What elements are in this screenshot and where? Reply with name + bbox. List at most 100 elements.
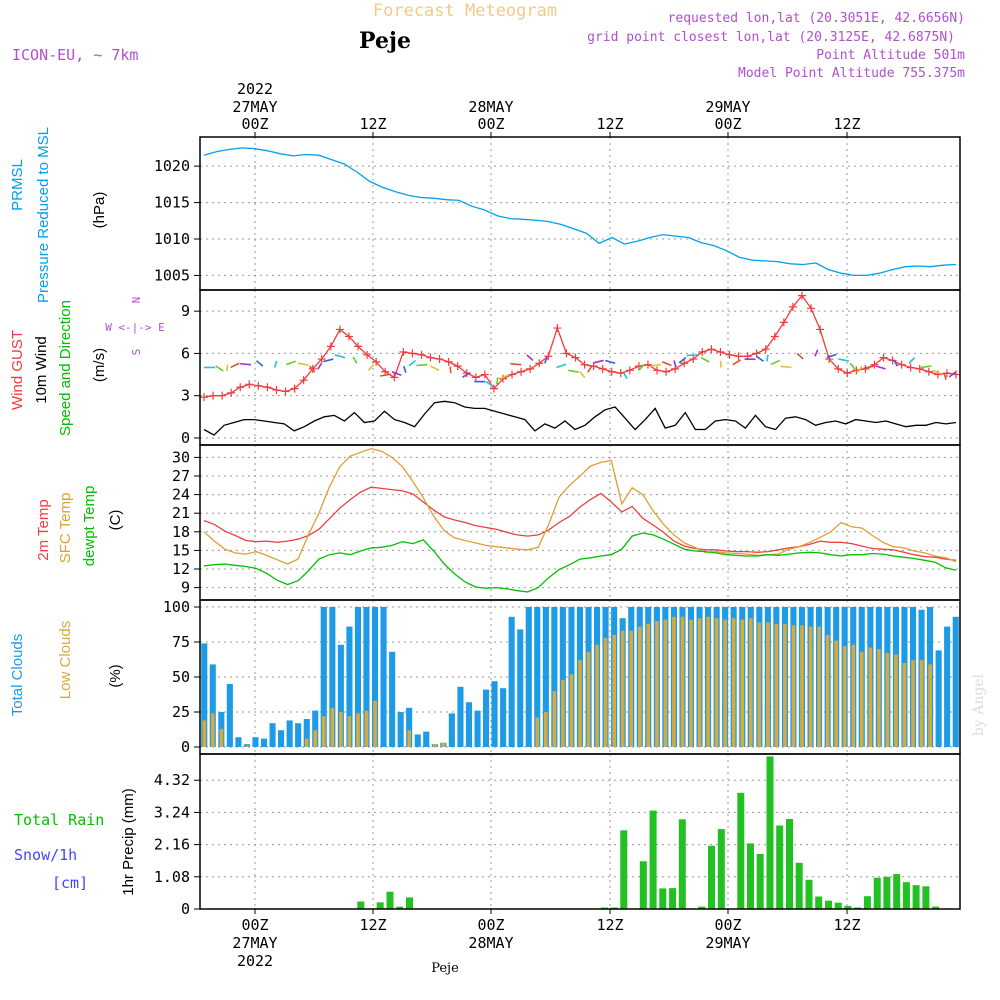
bar-low-clouds (544, 712, 548, 747)
bar-total-rain (932, 906, 940, 909)
bar-low-clouds (646, 623, 651, 747)
gust-marker (245, 380, 254, 389)
gust-marker (761, 345, 770, 354)
bar-total-clouds (201, 643, 208, 747)
wind-direction-arrow (544, 356, 548, 364)
bar-total-rain (893, 874, 901, 909)
xtick-label-top: 12Z (359, 115, 386, 133)
gust-marker (797, 291, 806, 300)
wind-direction-arrow (622, 372, 628, 380)
wind-direction-arrow (673, 360, 677, 368)
gust-marker (272, 386, 281, 395)
bar-low-clouds (313, 730, 318, 747)
date-label-top: 28MAY (468, 98, 513, 116)
gust-marker (698, 348, 707, 356)
bar-low-clouds (202, 720, 207, 747)
wind-direction-arrow (686, 354, 698, 357)
model-label: ICON-EU, ~ 7km (12, 46, 138, 64)
bar-low-clouds (356, 713, 360, 747)
bar-total-rain (766, 756, 774, 909)
gust-marker (634, 362, 643, 371)
bar-total-rain (922, 886, 930, 909)
gust-marker (843, 369, 852, 378)
gust-marker (444, 357, 453, 366)
gust-marker (779, 318, 788, 327)
station-name: Peje (359, 28, 411, 54)
xtick-label-top: 00Z (714, 115, 741, 133)
bar-low-clouds (638, 626, 642, 747)
wind-direction-arrow (309, 365, 316, 373)
ytick-label: 1005 (154, 266, 190, 284)
compass-south: S (130, 349, 143, 356)
bar-total-rain (406, 897, 413, 909)
wind-direction-arrow (317, 362, 323, 370)
wind-direction-arrow (273, 360, 278, 368)
bar-low-clouds (911, 660, 915, 747)
label-snow-unit: [cm] (52, 874, 88, 892)
bar-total-clouds (235, 737, 242, 747)
label-speed-direction: Speed and Direction (57, 300, 74, 436)
gust-marker (598, 364, 607, 373)
gust-marker (354, 342, 363, 351)
ytick-label: 0 (181, 738, 190, 756)
wind-direction-arrow (449, 366, 452, 374)
gust-marker (734, 352, 743, 361)
wind-direction-arrow (796, 352, 804, 360)
series-line-dewpt-temp (203, 532, 957, 593)
bar-total-clouds (354, 607, 361, 747)
bar-low-clouds (791, 625, 796, 747)
wind-direction-arrow (402, 365, 407, 373)
panel-wind: 0 3 6 9 (181, 289, 961, 447)
wind-direction-arrow (875, 365, 886, 370)
bar-total-clouds (303, 719, 310, 747)
bar-low-clouds (928, 664, 932, 747)
label-wind-gust: Wind GUST (9, 330, 26, 410)
gust-marker (498, 374, 507, 383)
bar-total-rain (698, 906, 706, 909)
ytick-label: 27 (172, 467, 190, 485)
gust-marker (526, 364, 535, 373)
gust-marker (517, 367, 526, 376)
bar-total-clouds (935, 650, 942, 747)
compass-north: N (130, 297, 143, 304)
wind-direction-arrow (826, 353, 837, 359)
watermark: by Angel (971, 673, 987, 736)
wind-direction-arrow (285, 360, 296, 366)
panel-frame (199, 753, 961, 910)
wind-direction-arrow (766, 354, 769, 362)
product-title: Forecast Meteogram (373, 1, 557, 21)
bar-low-clouds (842, 646, 847, 747)
bar-low-clouds (612, 635, 616, 747)
wind-direction-arrow (391, 370, 402, 376)
bar-total-clouds (483, 689, 490, 747)
gust-marker (399, 348, 408, 356)
gust-marker (317, 355, 326, 364)
wind-direction-arrow (755, 355, 764, 362)
gust-marker (344, 332, 353, 341)
label-pressure-msl: Pressure Reduced to MSL (35, 127, 52, 303)
wind-direction-arrow (770, 359, 781, 366)
gust-marker (924, 367, 933, 376)
bar-low-clouds (894, 654, 898, 747)
ytick-label: 21 (172, 504, 190, 522)
label-low-clouds: Low Clouds (57, 621, 74, 699)
wind-direction-arrow (650, 363, 662, 367)
bar-total-clouds (414, 734, 421, 747)
wind-direction-arrow (526, 354, 534, 362)
wind-direction-arrow (568, 369, 579, 374)
date-label-top: 29MAY (705, 98, 750, 116)
bar-low-clouds (902, 663, 907, 747)
bar-low-clouds (697, 618, 702, 747)
wind-direction-arrow (849, 362, 856, 370)
wind-direction-arrow (661, 361, 672, 367)
gust-marker (580, 360, 589, 369)
bar-low-clouds (603, 637, 608, 747)
bar-total-clouds (252, 737, 259, 747)
bar-low-clouds (322, 716, 326, 747)
wind-direction-arrow (430, 365, 440, 372)
compass-west-east: W <-|-> E (105, 321, 165, 334)
wind-direction-arrow (495, 377, 499, 385)
bar-total-clouds (406, 707, 413, 747)
